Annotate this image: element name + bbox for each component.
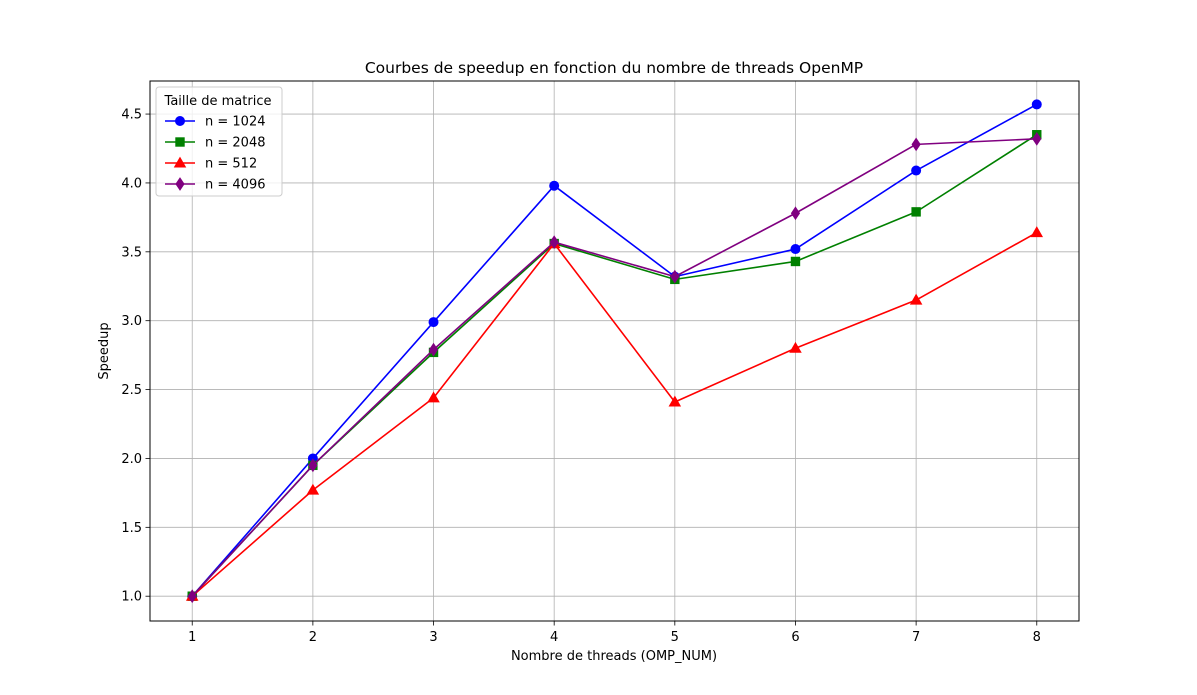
series-4 [187,131,1042,604]
triangle-marker [1030,226,1044,238]
y-tick-label: 2.5 [121,383,142,398]
x-tick-label: 2 [309,630,317,645]
y-tick-label: 1.5 [121,521,142,536]
circle-marker [549,180,560,191]
triangle-marker [909,293,923,305]
series-1 [187,99,1042,602]
legend-item: n = 1024 [165,115,265,130]
diamond-marker [428,342,439,357]
triangle-marker [668,395,682,407]
diamond-marker [670,269,680,284]
diamond-marker [187,589,197,604]
legend-title: Taille de matrice [164,94,272,109]
axis-ticks: 1 2 3 4 5 6 7 8 1.0 1.5 2.0 2.5 3.0 3.5 4.0 4.5 [121,108,1041,645]
x-tick-label: 7 [912,630,920,645]
legend-item: n = 4096 [165,177,265,193]
y-tick-label: 2.0 [121,452,142,467]
legend-label: n = 1024 [205,115,265,130]
chart-title: Courbes de speedup en fonction du nombre… [365,59,863,77]
y-tick-label: 4.5 [121,108,142,123]
diamond-marker [911,137,921,152]
legend-label: n = 4096 [205,178,265,193]
y-axis-label: Speedup [97,322,112,379]
y-tick-label: 3.0 [121,314,142,329]
square-marker [175,137,185,147]
circle-marker [428,317,439,328]
legend-label: n = 512 [205,157,257,172]
x-tick-label: 8 [1033,630,1041,645]
circle-marker [175,116,185,126]
triangle-marker [173,156,187,168]
y-tick-label: 1.0 [121,590,142,605]
x-tick-label: 4 [550,630,558,645]
y-tick-label: 4.0 [121,176,142,191]
legend: Taille de matrice n = 1024 n = 2048 n = 51… [155,86,283,197]
x-tick-label: 5 [671,630,679,645]
legend-label: n = 2048 [205,136,265,151]
diamond-marker [549,235,559,250]
x-tick-label: 1 [188,630,196,645]
x-axis-label: Nombre de threads (OMP_NUM) [511,649,717,664]
x-tick-label: 6 [791,630,799,645]
y-tick-label: 3.5 [121,245,142,260]
diamond-marker [308,458,318,473]
x-tick-label: 3 [429,630,437,645]
series-2 [187,130,1042,601]
series-line [191,231,1038,597]
triangle-marker [427,391,440,403]
circle-marker [1031,99,1042,110]
legend-item: n = 2048 [165,136,265,151]
triangle-marker [789,341,802,353]
diamond-marker [790,206,801,221]
square-marker [790,256,801,267]
series-group [185,99,1044,604]
diamond-marker [175,177,185,191]
legend-box [155,86,283,197]
square-marker [911,207,921,217]
grid [150,81,1079,621]
series-line [191,103,1038,597]
plot-frame [149,80,1080,622]
triangle-marker [306,483,320,495]
series-line [191,138,1037,597]
legend-item: n = 512 [165,157,257,172]
circle-marker [911,165,922,176]
diamond-marker [1032,131,1042,146]
circle-marker [790,244,801,255]
series-3 [185,226,1044,601]
